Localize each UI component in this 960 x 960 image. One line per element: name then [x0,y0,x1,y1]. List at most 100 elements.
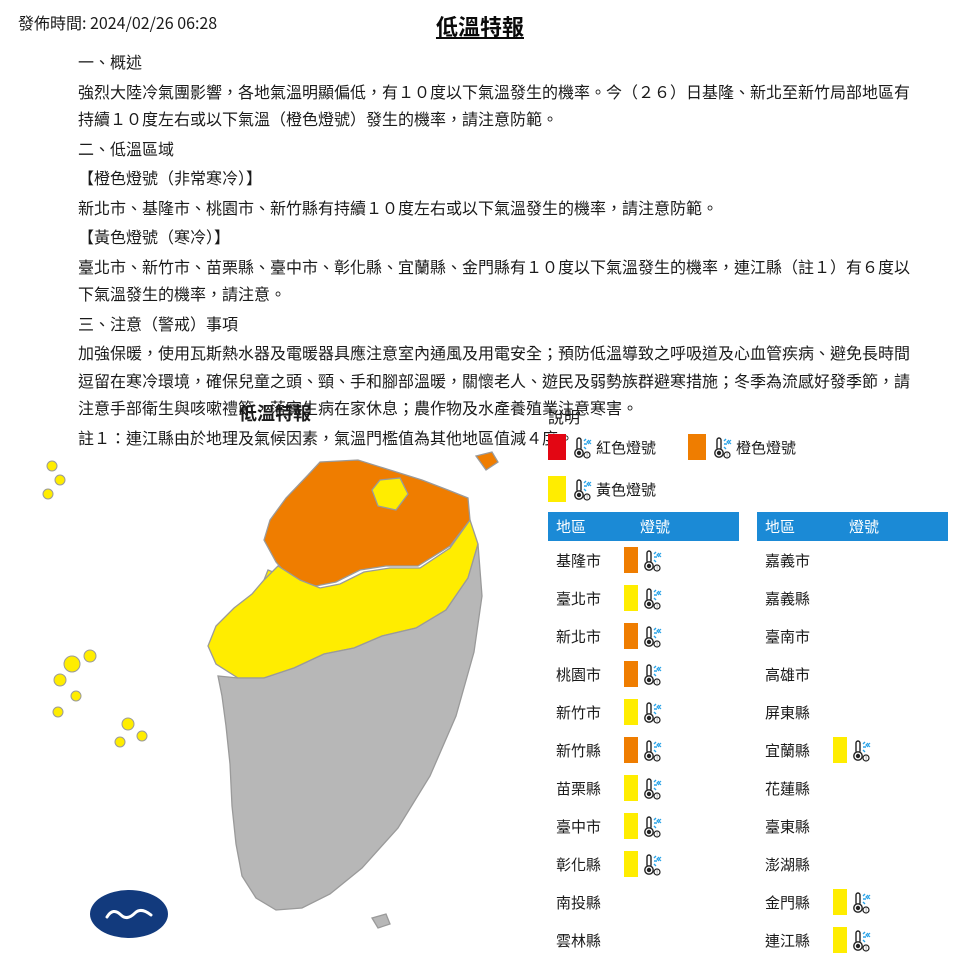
thermometer-icon: ! [640,739,662,761]
region-level: ! [624,813,739,839]
table-row: 金門縣! [757,883,948,921]
region-level: ! [624,775,739,801]
region-name: 基隆市 [548,550,624,571]
level-chip [624,623,638,649]
map-region-IslNE [476,452,498,470]
region-name: 臺東縣 [757,816,833,837]
thermometer-icon: ! [570,436,592,458]
region-name: 臺南市 [757,626,833,647]
level-chip [624,737,638,763]
table-row: 新北市! [548,617,739,655]
map-island [53,707,63,717]
body-line: 二、低溫區域 [78,135,920,163]
map-island [47,461,57,471]
thermometer-icon: ! [640,701,662,723]
table-row: 宜蘭縣! [757,731,948,769]
map-island [71,691,81,701]
table-row: 彰化縣! [548,845,739,883]
level-chip [624,547,638,573]
thermometer-icon: ! [640,625,662,647]
table-row: 連江縣! [757,921,948,959]
table-row: 花蓮縣 [757,769,948,807]
map-island [122,718,134,730]
table-row: 嘉義市 [757,541,948,579]
table-col-left: 地區 燈號 基隆市!臺北市!新北市!桃園市!新竹市!新竹縣!苗栗縣!臺中市!彰化… [548,512,739,959]
region-level: ! [624,547,739,573]
table-row: 南投縣 [548,883,739,921]
map-island [55,475,65,485]
thermometer-icon: ! [710,436,732,458]
table-row: 澎湖縣 [757,845,948,883]
region-name: 新竹縣 [548,740,624,761]
head-region: 地區 [548,512,632,541]
table-row: 新竹縣! [548,731,739,769]
map-island [137,731,147,741]
level-chip [624,813,638,839]
legend-swatch [548,476,566,502]
region-name: 新北市 [548,626,624,647]
page-title: 低溫特報 [0,10,960,42]
table-row: 高雄市 [757,655,948,693]
region-name: 高雄市 [757,664,833,685]
legend-label: 黃色燈號 [596,479,656,500]
thermometer-icon: ! [849,929,871,951]
table-row: 雲林縣 [548,921,739,959]
map-island [84,650,96,662]
thermometer-icon: ! [849,891,871,913]
table-row: 臺南市 [757,617,948,655]
region-name: 桃園市 [548,664,624,685]
head-region: 地區 [757,512,841,541]
body-line: 臺北市、新竹市、苗栗縣、臺中市、彰化縣、宜蘭縣、金門縣有１０度以下氣溫發生的機率… [78,253,920,308]
body-line: 【橙色燈號（非常寒冷）】 [78,164,920,192]
map-island [115,737,125,747]
table-row: 苗栗縣! [548,769,739,807]
legend-item: !橙色燈號 [688,434,796,460]
legend-label: 紅色燈號 [596,437,656,458]
thermometer-icon: ! [640,587,662,609]
table-header: 地區 燈號 [757,512,948,541]
taiwan-map [20,420,530,940]
table-row: 屏東縣 [757,693,948,731]
body-line: 三、注意（警戒）事項 [78,310,920,338]
level-chip [833,927,847,953]
legend-swatch [548,434,566,460]
level-chip [624,661,638,687]
map-panel: 低溫特報 [20,400,530,940]
map-island [54,674,66,686]
map-island [64,656,80,672]
region-name: 嘉義市 [757,550,833,571]
region-table: 地區 燈號 基隆市!臺北市!新北市!桃園市!新竹市!新竹縣!苗栗縣!臺中市!彰化… [548,512,948,959]
thermometer-icon: ! [640,815,662,837]
region-name: 金門縣 [757,892,833,913]
cwb-logo [90,890,168,938]
head-level: 燈號 [841,512,948,541]
table-row: 臺東縣 [757,807,948,845]
thermometer-icon: ! [570,478,592,500]
region-name: 臺中市 [548,816,624,837]
table-col-right: 地區 燈號 嘉義市嘉義縣臺南市高雄市屏東縣宜蘭縣!花蓮縣臺東縣澎湖縣金門縣!連江… [757,512,948,959]
region-level: ! [624,661,739,687]
legend-table-panel: 說明 !紅色燈號!橙色燈號!黃色燈號 地區 燈號 基隆市!臺北市!新北市!桃園市… [548,404,948,959]
head-level: 燈號 [632,512,739,541]
region-name: 雲林縣 [548,930,624,951]
region-name: 連江縣 [757,930,833,951]
table-row: 臺中市! [548,807,739,845]
table-header: 地區 燈號 [548,512,739,541]
level-chip [624,775,638,801]
region-level: ! [624,851,739,877]
bulletin-body: 一、概述強烈大陸冷氣團影響，各地氣溫明顯偏低，有１０度以下氣溫發生的機率。今（２… [78,48,920,453]
region-level: ! [624,737,739,763]
legend-row: !紅色燈號!橙色燈號!黃色燈號 [548,434,948,502]
thermometer-icon: ! [640,853,662,875]
table-row: 新竹市! [548,693,739,731]
region-name: 南投縣 [548,892,624,913]
table-row: 嘉義縣 [757,579,948,617]
level-chip [624,699,638,725]
region-level: ! [833,737,948,763]
table-row: 基隆市! [548,541,739,579]
thermometer-icon: ! [640,549,662,571]
legend-swatch [688,434,706,460]
legend-item: !黃色燈號 [548,476,656,502]
body-line: 新北市、基隆市、桃園市、新竹縣有持續１０度左右或以下氣溫發生的機率，請注意防範。 [78,194,920,222]
region-name: 澎湖縣 [757,854,833,875]
